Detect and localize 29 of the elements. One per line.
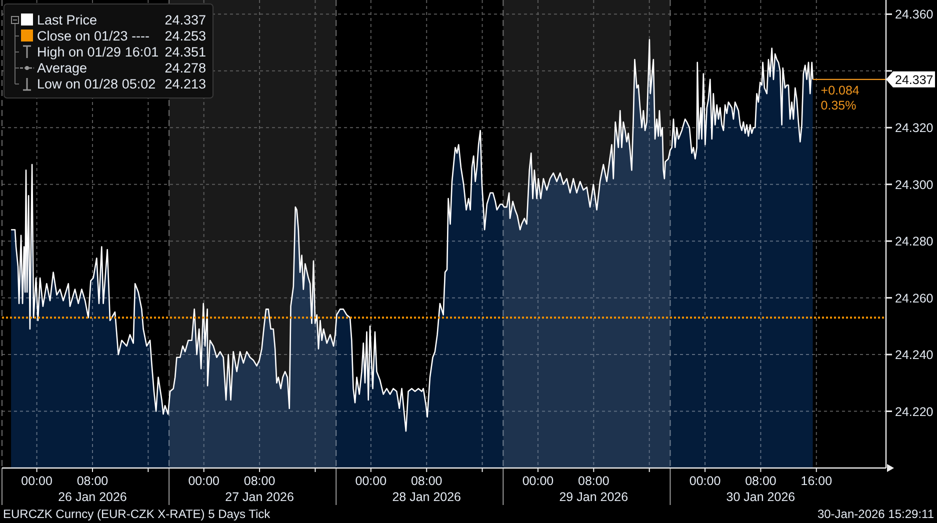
- annotation: 0.35%: [820, 98, 856, 112]
- x-tick-label: 16:00: [800, 474, 832, 488]
- x-tick-label: 08:00 27 Jan 2026: [225, 474, 294, 504]
- text: EURCZK Curncy (EUR-CZK X-RATE) 5 Days Tick: [3, 507, 272, 521]
- x-tick-label: 00:00: [355, 474, 387, 488]
- text: Average 24.278: [37, 60, 206, 76]
- y-tick-label: 24.360: [895, 8, 934, 22]
- x-tick-label: 08:00 29 Jan 2026: [559, 474, 628, 504]
- annotation: Low on 01/28 05:02 24.213: [37, 76, 206, 92]
- y-tick-label: 24.240: [895, 348, 934, 362]
- legend-label: Last Price: [37, 12, 98, 28]
- text: 24.337: [164, 12, 206, 28]
- x-tick-label: 00:00: [689, 474, 721, 488]
- y-tick-label: 24.260: [895, 291, 934, 306]
- y-tick-label: 24.280: [895, 234, 934, 249]
- x-tick-label: 08:00 28 Jan 2026: [392, 474, 462, 504]
- x-tick-label: 00:00: [21, 474, 52, 488]
- annotation: High on 01/29 16:01 24.351: [37, 44, 206, 60]
- x-tick-label: 00:00: [188, 474, 220, 488]
- legend-label: Close on 01/23 ---- 24.253: [37, 28, 206, 44]
- text: 30-Jan-2026 15:29:11: [817, 507, 934, 521]
- y-tick-label: 24.220: [895, 404, 934, 419]
- x-tick-label: 00:00: [522, 474, 554, 488]
- annotation: +0.084: [820, 83, 860, 98]
- x-tick-label: 08:00 30 Jan 2026: [726, 474, 796, 504]
- x-tick-label: 08:00 26 Jan 2026: [58, 474, 127, 504]
- data-label: 24.337: [895, 72, 934, 87]
- y-tick-label: 24.320: [895, 121, 934, 136]
- y-tick-label: 24.300: [895, 178, 934, 192]
